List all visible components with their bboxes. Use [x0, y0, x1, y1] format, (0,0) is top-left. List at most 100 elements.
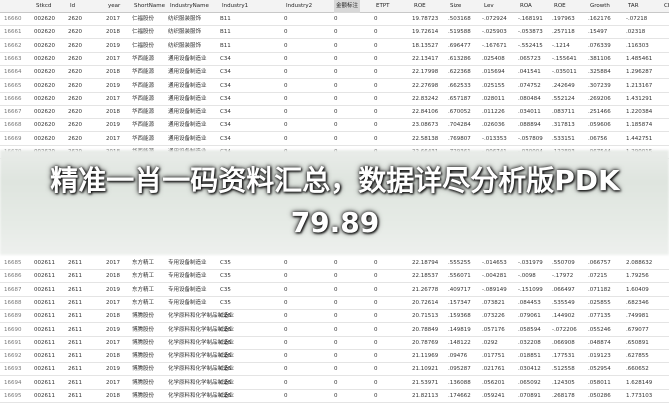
table-row[interactable]: 16692 002611 2611 2018 博腾股份 化学原料和化学制品制造业 C26 0 0… — [0, 350, 669, 364]
cell: .074752 — [518, 82, 541, 89]
cell: 2611 — [68, 353, 82, 360]
cell: -.072924 — [482, 16, 507, 22]
cell: -.151099 — [518, 286, 543, 293]
cell: .041541 — [518, 69, 541, 76]
cell: .159368 — [448, 313, 471, 320]
cell: 0 — [284, 366, 288, 373]
cell: 1.431291 — [626, 95, 653, 102]
cell: 21.82113 — [412, 393, 439, 399]
cell: .550709 — [552, 260, 575, 266]
cell: 0 — [284, 379, 288, 386]
cell: 0 — [334, 393, 338, 399]
table-row[interactable]: 16689 002611 2611 2018 博腾股份 化学原料和化学制品制造业 C26 0 0… — [0, 310, 669, 324]
cell: .512558 — [552, 366, 575, 373]
table-row[interactable]: 16688 002611 2611 2017 东方精工 专用设备制造业 C35 0 0 0 20.7… — [0, 297, 669, 310]
cell: 0 — [334, 260, 338, 266]
cell: 0 — [284, 260, 288, 266]
cell: -.07218 — [626, 16, 648, 22]
header-cell: CF — [664, 3, 669, 9]
cell: .055246 — [588, 326, 611, 333]
table-row[interactable]: 16665 002620 2620 2019 华西能源 通用设备制造业 C34 0 0 0 22.2… — [0, 80, 669, 93]
table-row[interactable]: 16663 002620 2620 2017 华西能源 通用设备制造业 C34 0 0 0 22.1… — [0, 53, 669, 66]
cell: .136088 — [448, 379, 471, 386]
cell: .017751 — [482, 353, 505, 360]
header-cell: year — [108, 3, 121, 9]
cell: 化学原料和化学制品制造业 — [168, 379, 235, 386]
row-index: 16690 — [4, 326, 22, 333]
cell: 0 — [284, 109, 288, 116]
cell: C35 — [220, 273, 231, 280]
cell: .026036 — [482, 122, 505, 129]
table-row[interactable]: 16664 002620 2620 2018 华西能源 通用设备制造业 C34 0 0 0 22.1… — [0, 66, 669, 80]
header-cell: IndustryName — [170, 3, 209, 9]
cell: 华西能源 — [132, 69, 155, 76]
cell: 2620 — [68, 55, 82, 62]
cell: 1.296287 — [626, 69, 653, 76]
cell: -.167671 — [482, 42, 507, 49]
cell: 002611 — [34, 286, 55, 293]
cell: C26 — [220, 393, 231, 399]
table-row[interactable]: 16666 002620 2620 2017 华西能源 通用设备制造业 C34 0 0 0 22.8… — [0, 93, 669, 106]
table-row[interactable]: 16687 002611 2611 2019 东方精工 专用设备制造业 C35 0 0 0 21.2… — [0, 284, 669, 297]
table-row[interactable]: 16669 002620 2620 2017 华西能源 通用设备制造业 C34 0 0 0 22.5… — [0, 133, 669, 146]
cell: -.0098 — [518, 273, 536, 280]
cell: .696477 — [448, 42, 471, 49]
cell: .657187 — [448, 95, 471, 102]
table-row[interactable]: 16691 002611 2611 2017 博腾股份 化学原料和化学制品制造业 C26 0 0… — [0, 337, 669, 350]
cell: C26 — [220, 379, 231, 386]
cell: .0292 — [482, 339, 498, 346]
cell: 2017 — [106, 135, 120, 142]
cell: 002611 — [34, 313, 55, 320]
cell: 0 — [284, 286, 288, 293]
cell: 2620 — [68, 122, 82, 129]
cell: 0 — [334, 16, 338, 22]
row-index: 16666 — [4, 95, 22, 102]
cell: .065723 — [518, 55, 541, 62]
cell: .032208 — [518, 339, 541, 346]
table-row[interactable]: 16693 002611 2611 2019 博腾股份 化学原料和化学制品制造业 C26 0 0… — [0, 363, 669, 377]
cell: 专用设备制造业 — [168, 260, 207, 266]
cell: 0 — [374, 313, 378, 320]
row-index: 16662 — [4, 42, 22, 49]
cell: 0 — [334, 42, 338, 49]
cell: 2019 — [106, 366, 120, 373]
cell: C34 — [220, 69, 231, 76]
cell: -.013353 — [482, 135, 507, 142]
cell: 2620 — [68, 95, 82, 102]
cell: 0 — [284, 95, 288, 102]
table-row[interactable]: 16668 002620 2620 2019 华西能源 通用设备制造业 C34 0 0 0 23.0… — [0, 119, 669, 133]
table-row[interactable]: 16685 002611 2611 2017 东方精工 专用设备制造业 C35 0 0 0 22.1… — [0, 257, 669, 270]
cell: 20.78769 — [412, 339, 439, 346]
cell: 0 — [334, 313, 338, 320]
cell: 2017 — [106, 55, 120, 62]
cell: .07215 — [588, 273, 608, 280]
cell: 0 — [374, 260, 378, 266]
cell: 0 — [284, 55, 288, 62]
table-row[interactable]: 16662 002620 2620 2019 仁福股份 纺织服装服饰 B11 0 0 0 18.13… — [0, 40, 669, 53]
table-row[interactable]: 16690 002611 2611 2019 博腾股份 化学原料和化学制品制造业 C26 0 0… — [0, 324, 669, 337]
cell: .268178 — [552, 393, 575, 399]
table-row[interactable]: 16667 002620 2620 2018 华西能源 通用设备制造业 C34 0 0 0 22.8… — [0, 106, 669, 120]
cell: .679077 — [626, 326, 649, 333]
cell: 0 — [334, 353, 338, 360]
table-row[interactable]: 16694 002611 2611 2017 博腾股份 化学原料和化学制品制造业 C26 0 0… — [0, 377, 669, 390]
table-row[interactable]: 16695 002611 2611 2018 博腾股份 化学原料和化学制品制造业 C26 0 0… — [0, 390, 669, 403]
row-index: 16694 — [4, 379, 22, 386]
row-index: 16668 — [4, 122, 22, 129]
cell: .095287 — [448, 366, 471, 373]
row-index: 16663 — [4, 55, 22, 62]
cell: -.025903 — [482, 29, 507, 36]
table-row[interactable]: 16660 002620 2620 2017 仁福股份 纺织服装服饰 B11 0 0 0 19.78… — [0, 13, 669, 26]
cell: .682346 — [626, 299, 649, 306]
cell: 002620 — [34, 95, 55, 102]
cell: 0 — [374, 82, 378, 89]
cell: .769807 — [448, 135, 471, 142]
cell: .02318 — [626, 29, 646, 36]
cell: .084453 — [518, 299, 541, 306]
cell: 1.442751 — [626, 135, 653, 142]
header-cell: Stkcd — [36, 3, 52, 9]
cell: .079061 — [518, 313, 541, 320]
table-row[interactable]: 16661 002620 2620 2018 仁福股份 纺织服装服饰 B11 0 0 0 19.72… — [0, 26, 669, 40]
table-row[interactable]: 16686 002611 2611 2018 东方精工 专用设备制造业 C35 0 0 0 22.1… — [0, 270, 669, 284]
cell: 002611 — [34, 339, 55, 346]
